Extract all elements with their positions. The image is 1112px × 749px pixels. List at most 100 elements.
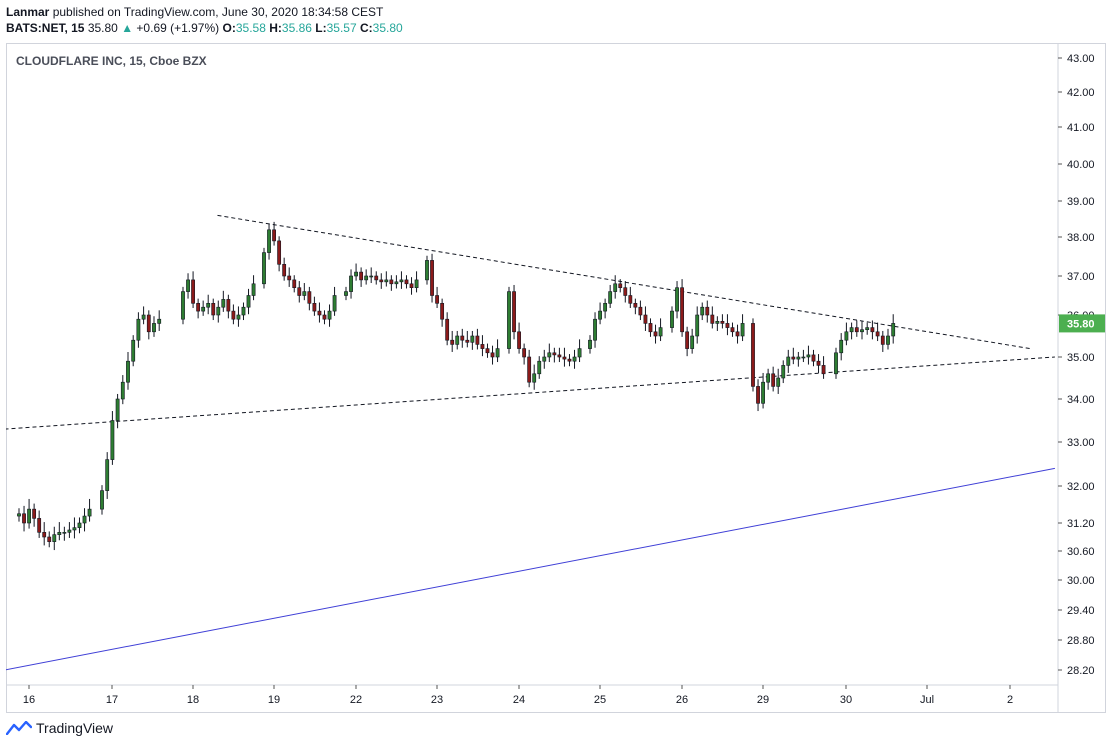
candle-up: [761, 381, 765, 404]
candle-down: [730, 327, 735, 333]
candle-down: [751, 323, 755, 387]
candle-down: [196, 302, 201, 312]
candle-down: [562, 356, 567, 360]
price-tick-label: 43.00: [1067, 53, 1095, 65]
candle-up: [593, 318, 597, 341]
high-value: 35.86: [281, 21, 312, 35]
candle-up: [369, 275, 374, 278]
candle-up: [547, 352, 552, 358]
last-price-marker: 35.80: [1059, 314, 1105, 333]
candle-up: [425, 260, 429, 281]
candle-up: [695, 314, 700, 337]
dashed-trendline[interactable]: [217, 214, 1031, 350]
candle-down: [359, 271, 364, 281]
candle-up: [67, 529, 72, 533]
candle-down: [277, 240, 282, 265]
candle-down: [821, 365, 826, 375]
candle-up: [115, 398, 120, 421]
candle-up: [715, 320, 720, 324]
dashed-trendline[interactable]: [6, 356, 1055, 430]
candle-down: [272, 229, 276, 242]
candle-down: [648, 323, 653, 333]
price-change: +0.69 (+1.97%): [136, 21, 220, 35]
candle-down: [374, 275, 379, 281]
candle-down: [404, 279, 409, 285]
candle-up: [740, 323, 745, 337]
candle-up: [849, 327, 854, 333]
candle-up: [598, 310, 602, 320]
candle-up: [470, 335, 475, 343]
time-tick-label: 18: [187, 694, 199, 706]
candle-down: [475, 335, 480, 345]
price-tick-label: 34.00: [1067, 394, 1095, 406]
author-name[interactable]: Lanmar: [6, 5, 50, 19]
chart-frame: [6, 43, 1106, 713]
candle-up: [126, 360, 130, 383]
candle-down: [47, 536, 52, 542]
price-axis[interactable]: 43.0042.0041.0040.0039.0038.0037.0036.00…: [1057, 43, 1095, 713]
candle-down: [465, 339, 470, 343]
candle-up: [100, 490, 104, 510]
candle-up: [839, 339, 844, 354]
candle-up: [670, 310, 674, 328]
tradingview-logo-icon: [6, 721, 32, 735]
candle-down: [638, 306, 643, 316]
candle-down: [146, 314, 151, 333]
candle-up: [354, 271, 358, 277]
candle-up: [537, 360, 542, 375]
publish-info: published on TradingView.com, June 30, 2…: [52, 5, 384, 19]
candles: [17, 221, 896, 551]
candle-down: [811, 354, 816, 362]
candle-down: [720, 320, 725, 324]
candle-up: [781, 365, 786, 379]
candle-up: [236, 314, 241, 320]
candle-up: [796, 356, 801, 360]
solid-trendline[interactable]: [6, 467, 1055, 671]
candle-up: [262, 252, 266, 285]
candle-down: [435, 295, 439, 304]
candle-up: [77, 522, 82, 528]
candle-up: [384, 279, 389, 283]
candle-down: [680, 287, 684, 333]
ohlc-line: BATS:NET, 15 35.80 ▲ +0.69 (+1.97%) O:35…: [6, 20, 403, 36]
price-chart[interactable]: CLOUDFLARE INC, 15, Cboe BZX 43.00 42.00 4…: [6, 43, 1106, 713]
candle-down: [450, 339, 455, 345]
trendlines: [6, 214, 1055, 671]
candle-up: [572, 356, 577, 362]
candle-down: [287, 275, 292, 281]
tradingview-watermark[interactable]: TradingView: [6, 720, 113, 736]
open-value: 35.58: [235, 21, 266, 35]
candle-down: [756, 386, 760, 404]
candle-up: [766, 373, 771, 383]
price-tick-label: 31.20: [1067, 518, 1095, 530]
time-tick-label: 16: [23, 694, 35, 706]
time-tick-label: 19: [268, 694, 280, 706]
candle-down: [292, 279, 297, 288]
high-label: H:: [269, 21, 282, 35]
candle-up: [251, 283, 256, 296]
candle-up: [201, 306, 206, 312]
candle-down: [42, 532, 47, 538]
price-tick-label: 28.20: [1067, 665, 1095, 677]
candle-up: [82, 515, 87, 524]
candle-up: [267, 229, 271, 253]
price-tick-label: 41.00: [1067, 122, 1095, 134]
candle-down: [557, 354, 562, 358]
chart-header: Lanmar published on TradingView.com, Jun…: [6, 4, 403, 36]
candle-down: [816, 360, 821, 366]
time-tick-label: Jul: [920, 694, 934, 706]
time-axis[interactable]: 16 17 18 19 22 23 24 25 26 29 30 Jul 2: [6, 684, 1058, 706]
candle-up: [801, 356, 806, 359]
candle-up: [532, 373, 537, 383]
candle-up: [246, 295, 251, 308]
time-tick-label: 24: [513, 694, 525, 706]
candle-down: [282, 264, 287, 277]
candle-down: [633, 302, 638, 308]
candle-down: [623, 287, 628, 296]
candle-up: [414, 279, 419, 288]
candle-down: [522, 348, 527, 358]
candle-down: [875, 331, 880, 337]
candle-up: [206, 302, 211, 308]
price-tick-label: 39.00: [1067, 196, 1095, 208]
candle-down: [791, 356, 796, 360]
